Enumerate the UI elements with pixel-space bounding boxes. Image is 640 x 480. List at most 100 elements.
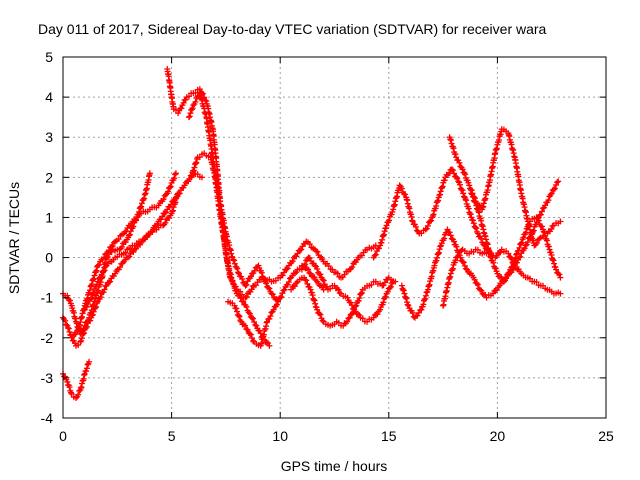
data-point-fill: [354, 311, 361, 318]
data-point-fill: [437, 243, 444, 250]
data-point-fill: [66, 328, 73, 335]
data-point-fill: [513, 251, 520, 258]
data-point-fill: [246, 330, 253, 337]
data-point-fill: [376, 245, 383, 252]
data-point-fill: [265, 340, 272, 347]
data-point-fill: [193, 159, 200, 166]
data-point-fill: [283, 266, 290, 273]
data-point: [246, 310, 253, 317]
data-point-fill: [556, 271, 563, 278]
data-point: [185, 114, 192, 121]
data-point-fill: [273, 301, 280, 308]
data-point-fill: [84, 361, 91, 368]
data-point-fill: [97, 274, 104, 281]
data-point-fill: [280, 269, 287, 276]
data-point: [553, 266, 560, 273]
y-tick-label: 0: [45, 250, 53, 266]
data-point-fill: [545, 243, 552, 250]
data-point-fill: [521, 245, 528, 252]
data-point: [277, 294, 284, 301]
x-tick-label: 0: [59, 428, 67, 444]
data-point-fill: [543, 237, 550, 244]
data-point-fill: [84, 301, 91, 308]
data-point: [557, 218, 564, 225]
data-point-fill: [467, 211, 474, 218]
data-point-fill: [231, 260, 238, 267]
data-point: [409, 218, 416, 225]
data-point-fill: [169, 207, 176, 214]
data-point-fill: [312, 300, 319, 307]
data-point-fill: [496, 249, 503, 256]
x-tick-label: 20: [490, 428, 506, 444]
data-point-fill: [461, 262, 468, 269]
data-point: [346, 314, 353, 321]
data-point-fill: [435, 197, 442, 204]
data-point-fill: [449, 167, 456, 174]
grid-lines: [63, 57, 606, 418]
data-point: [557, 290, 564, 297]
data-point-fill: [540, 228, 547, 235]
data-point-fill: [449, 265, 456, 272]
data-point-fill: [279, 272, 286, 279]
data-point-fill: [538, 208, 545, 215]
data-point-fill: [122, 249, 129, 256]
data-point-fill: [166, 184, 173, 191]
data-point-fill: [473, 280, 480, 287]
y-tick-label: -3: [41, 370, 54, 386]
data-point-fill: [441, 235, 448, 242]
data-point-fill: [493, 287, 500, 294]
data-point-fill: [252, 321, 259, 328]
data-point-fill: [251, 267, 258, 274]
data-point-fill: [550, 186, 557, 193]
data-point-fill: [263, 280, 270, 287]
data-point-fill: [538, 223, 545, 230]
data-point-fill: [509, 263, 516, 270]
data-point-fill: [86, 287, 93, 294]
data-point: [88, 294, 95, 301]
data-point-fill: [522, 229, 529, 236]
data-point-fill: [460, 259, 467, 266]
data-point-fill: [200, 90, 207, 97]
data-point-fill: [412, 223, 419, 230]
data-point-fill: [507, 254, 514, 261]
data-point: [500, 278, 507, 285]
data-point-fill: [234, 265, 241, 272]
data-point-fill: [126, 253, 133, 260]
data-point-fill: [435, 250, 442, 257]
data-point-fill: [78, 335, 85, 342]
data-point: [520, 234, 527, 241]
data-point-fill: [415, 309, 422, 316]
data-point: [431, 262, 438, 269]
data-point-fill: [80, 329, 87, 336]
data-point-fill: [384, 288, 391, 295]
data-point-fill: [313, 248, 320, 255]
data-point-fill: [248, 335, 255, 342]
data-point-fill: [506, 269, 513, 276]
data-point: [557, 274, 564, 281]
data-point-fill: [291, 283, 298, 290]
data-point-fill: [402, 294, 409, 301]
data-point-fill: [163, 209, 170, 216]
data-point-fill: [535, 217, 542, 224]
data-point-fill: [433, 202, 440, 209]
data-point: [281, 286, 288, 293]
data-point-fill: [398, 185, 405, 192]
data-point: [448, 166, 455, 173]
data-point-fill: [463, 197, 470, 204]
data-point-fill: [89, 311, 96, 318]
data-point-fill: [450, 170, 457, 177]
data-point-fill: [518, 240, 525, 247]
data-point-fill: [105, 247, 112, 254]
data-point-fill: [279, 290, 286, 297]
data-point: [94, 278, 101, 285]
x-axis-label: GPS time / hours: [281, 458, 388, 474]
data-point-fill: [438, 240, 445, 247]
data-point: [418, 306, 425, 313]
data-point-fill: [248, 314, 255, 321]
data-point-fill: [163, 191, 170, 198]
data-point-fill: [309, 292, 316, 299]
data-point-fill: [439, 183, 446, 190]
data-point: [487, 254, 494, 261]
data-point-fill: [465, 205, 472, 212]
data-point: [450, 238, 457, 245]
